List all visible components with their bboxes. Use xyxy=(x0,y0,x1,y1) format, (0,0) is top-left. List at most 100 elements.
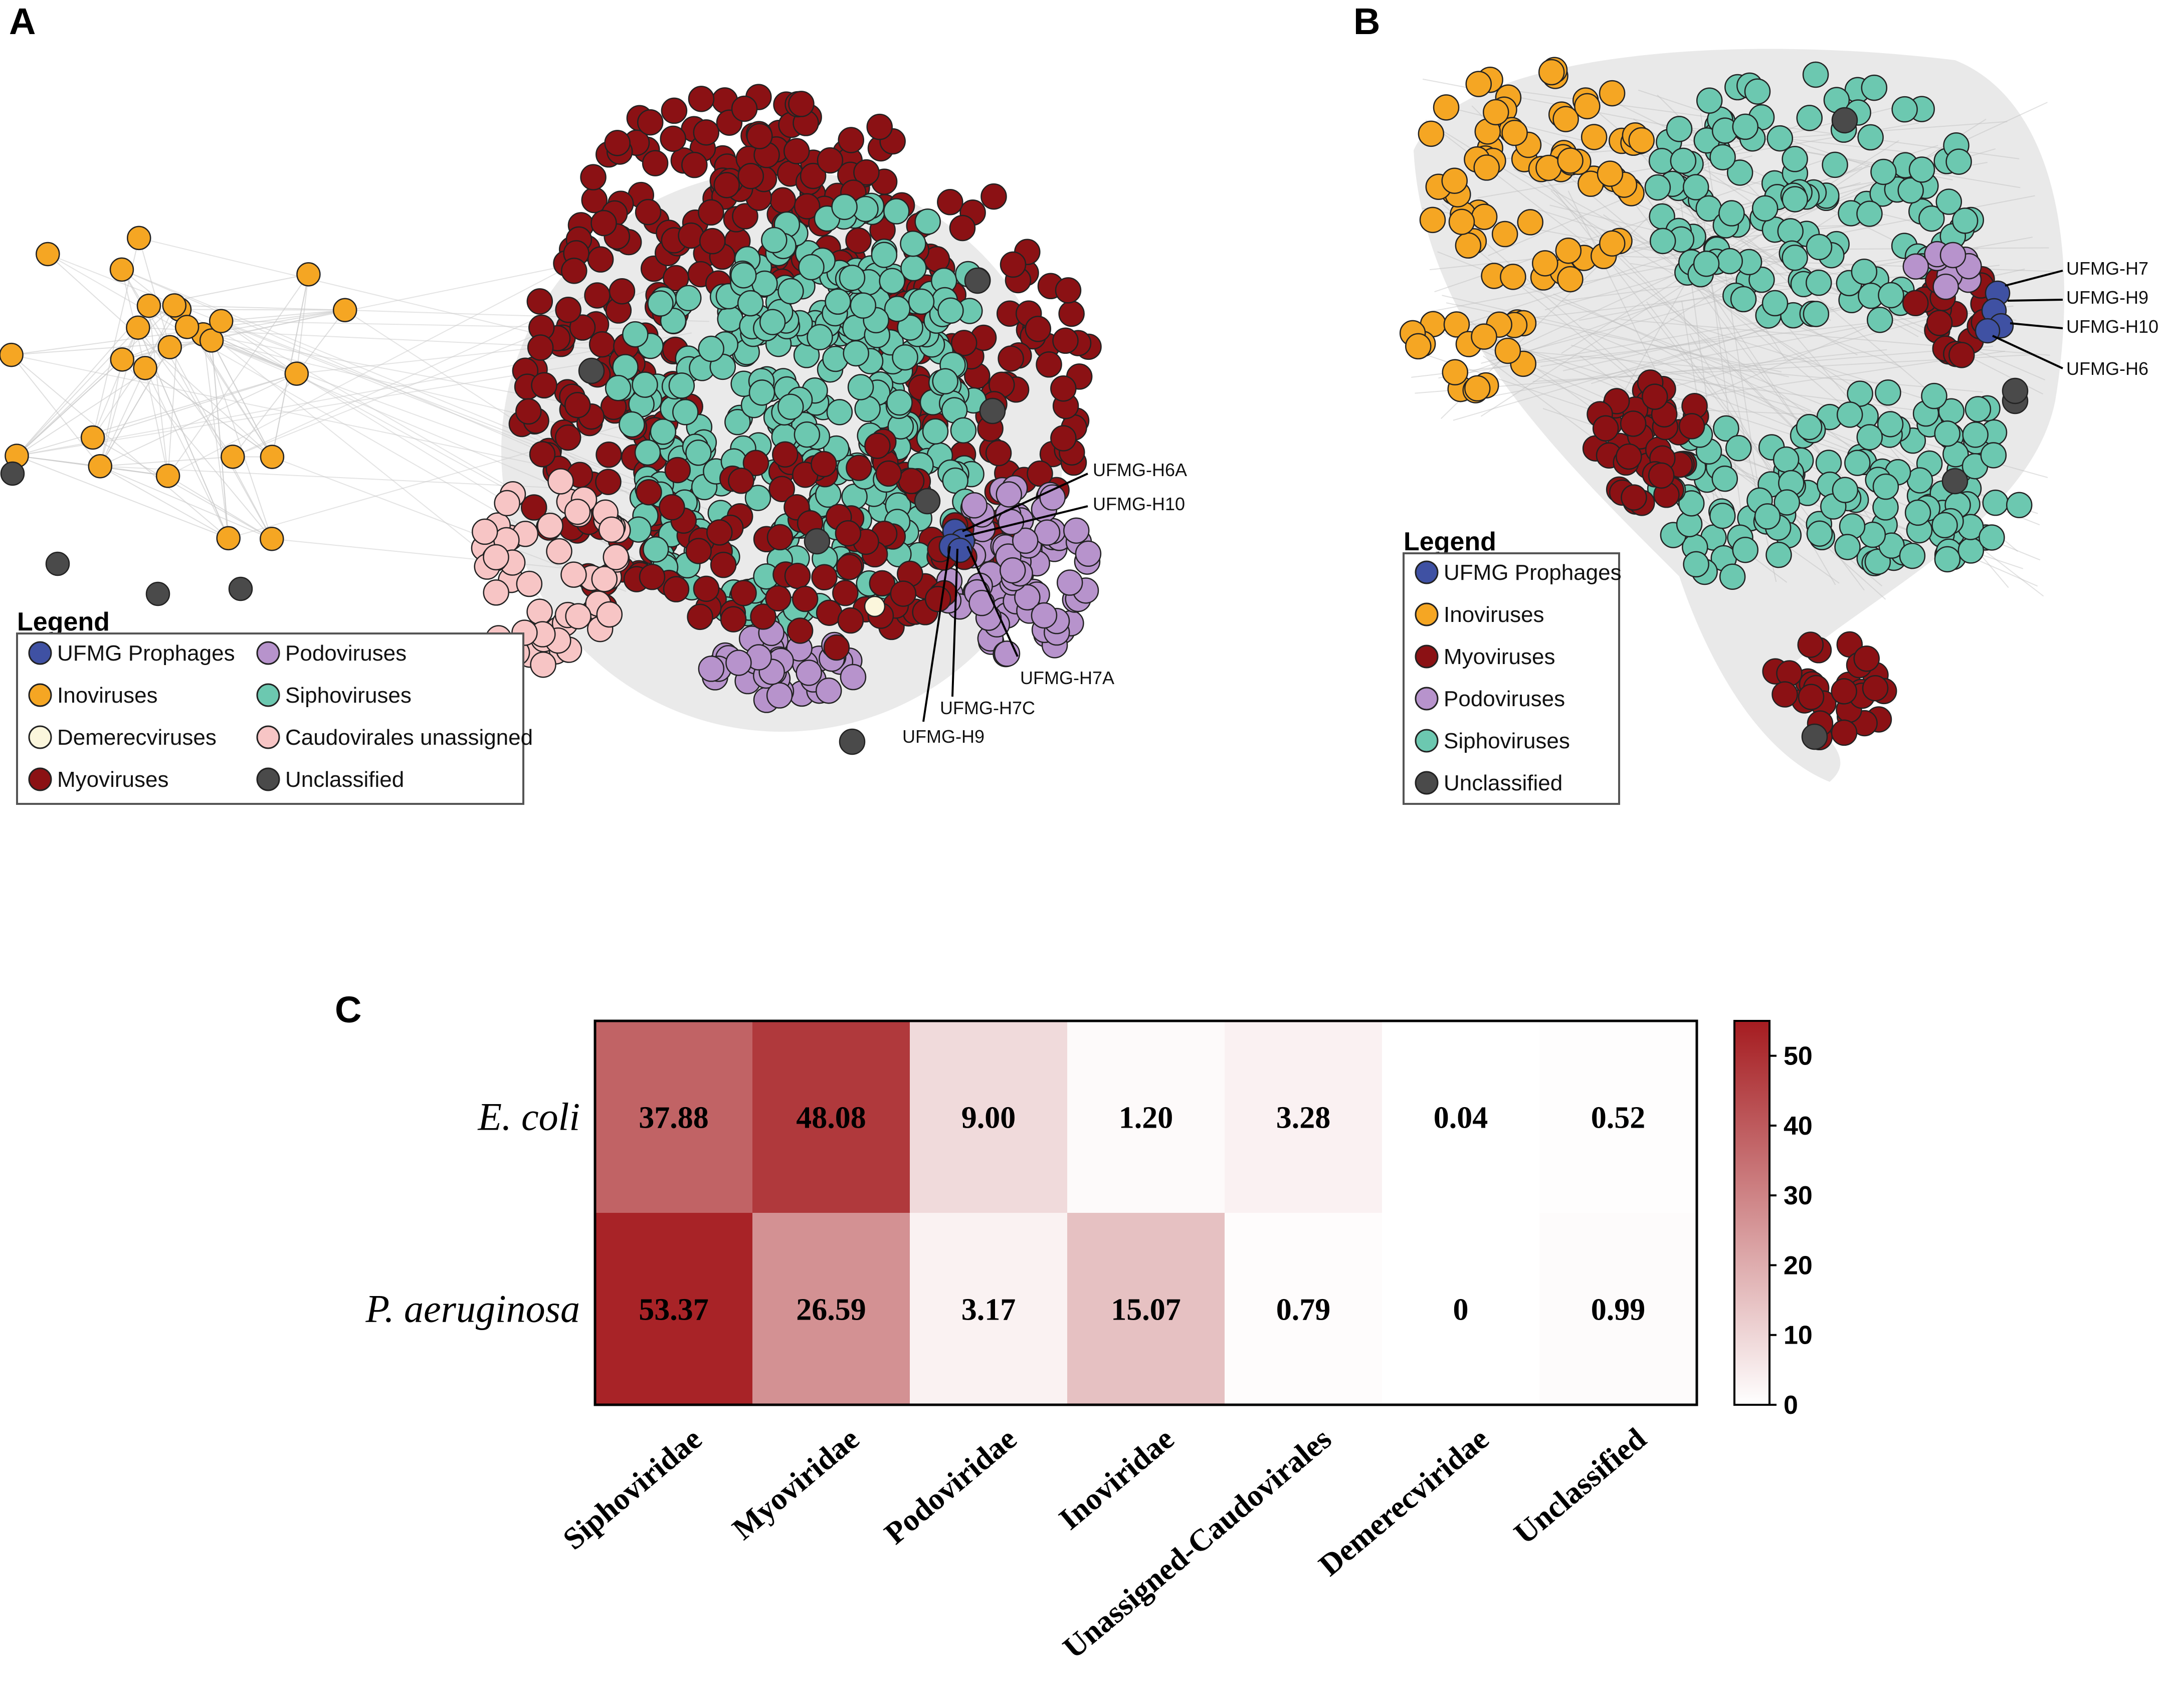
heatmap-cell-label: 3.17 xyxy=(961,1293,1016,1327)
node-ino xyxy=(109,257,134,282)
node-ino xyxy=(260,445,285,469)
node-ino xyxy=(332,298,357,322)
node-caudo xyxy=(483,544,509,571)
node-uncl xyxy=(45,551,70,576)
node-uncl xyxy=(578,357,605,384)
legend-swatch xyxy=(256,767,280,791)
node-myo xyxy=(561,258,587,284)
node-ino xyxy=(1628,127,1655,154)
node-sipho xyxy=(1766,125,1794,152)
node-sipho xyxy=(1696,87,1723,114)
node-myo xyxy=(769,187,797,214)
node-sipho xyxy=(698,335,724,362)
node-ino xyxy=(157,335,182,359)
node-uncl xyxy=(1831,107,1858,134)
heatmap-colorbar: 0 10 20 30 40 50 xyxy=(1733,1020,1813,1420)
node-podo xyxy=(1056,569,1083,596)
network-b-callouts: UFMG-H7 UFMG-H9 UFMG-H10 UFMG-H6 xyxy=(1992,258,2158,379)
node-myo xyxy=(783,138,810,164)
node-sipho xyxy=(1877,411,1904,438)
node-ino xyxy=(1517,209,1543,236)
node-sipho xyxy=(914,208,941,235)
heatmap-cell-label: 0.99 xyxy=(1591,1293,1646,1327)
network-edge xyxy=(100,456,233,467)
node-sipho xyxy=(871,242,898,268)
heatmap-cell xyxy=(752,1021,910,1213)
node-ino xyxy=(221,445,245,469)
network-edge xyxy=(174,305,345,311)
node-ino xyxy=(1448,208,1475,235)
node-podo xyxy=(1039,484,1066,511)
node-ino xyxy=(1442,359,1469,386)
node-sipho xyxy=(1718,200,1745,227)
network-edge xyxy=(296,274,309,374)
node-uncl xyxy=(979,397,1006,424)
node-ino xyxy=(0,342,24,367)
colorbar-tick-label: 30 xyxy=(1784,1181,1813,1210)
node-sipho xyxy=(886,389,913,416)
node-sipho xyxy=(1796,413,1823,441)
heatmap-cell xyxy=(910,1021,1068,1213)
node-myo xyxy=(1000,251,1027,278)
node-myo xyxy=(693,575,720,602)
network-edge xyxy=(221,320,297,374)
colorbar-tick-label: 10 xyxy=(1784,1321,1813,1350)
node-sipho xyxy=(1847,380,1873,407)
node-sipho xyxy=(1982,489,2009,516)
node-sipho xyxy=(1806,234,1833,261)
node-myo xyxy=(1831,719,1858,746)
node-sipho xyxy=(908,288,935,315)
node-myo xyxy=(642,150,669,176)
node-ino xyxy=(1532,250,1558,277)
node-sipho xyxy=(1716,248,1743,275)
node-myo xyxy=(1052,327,1079,354)
network-edge xyxy=(1442,295,1790,377)
legend-a-label: UFMG Prophages xyxy=(57,641,235,666)
node-myo xyxy=(1050,425,1077,452)
node-sipho xyxy=(798,254,825,281)
node-myo xyxy=(836,554,863,580)
node-myo xyxy=(950,330,977,356)
network-a-callouts: UFMG-H6A UFMG-H10 UFMG-H7A UFMG-H7C UFMG… xyxy=(902,460,1187,747)
panel-letter-c: C xyxy=(335,989,361,1030)
legend-a-label: Caudovirales unassigned xyxy=(285,725,533,750)
heatmap-row-label: E. coli xyxy=(477,1095,580,1139)
node-ino xyxy=(136,293,161,318)
node-sipho xyxy=(1725,435,1752,462)
node-sipho xyxy=(647,290,674,317)
node-uncl xyxy=(0,461,25,486)
node-podo xyxy=(1932,273,1959,300)
node-caudo xyxy=(472,518,498,545)
panel-letter-b: B xyxy=(1353,1,1380,42)
node-sipho xyxy=(1908,156,1935,183)
legend-swatch xyxy=(256,725,280,749)
legend-b-label: Podoviruses xyxy=(1444,687,1565,711)
node-myo xyxy=(587,246,614,273)
node-sipho xyxy=(1980,442,2007,469)
node-myo xyxy=(786,617,814,644)
legend-a-item: Caudovirales unassigned xyxy=(256,725,533,750)
node-sipho xyxy=(1644,174,1671,201)
callout-label-h6a: UFMG-H6A xyxy=(1093,460,1187,480)
network-edge xyxy=(99,327,139,467)
node-myo xyxy=(732,203,758,230)
node-sipho xyxy=(1682,174,1709,200)
node-ino xyxy=(1441,167,1468,194)
node-myo xyxy=(898,468,925,495)
node-myo xyxy=(846,455,872,481)
network-edge xyxy=(1676,189,1786,360)
node-podo xyxy=(1031,602,1058,629)
node-myo xyxy=(937,189,963,216)
node-myo xyxy=(1621,484,1647,511)
node-ino xyxy=(88,454,113,479)
node-sipho xyxy=(717,306,743,332)
node-caudo xyxy=(565,603,592,629)
node-myo xyxy=(832,579,859,606)
node-myo xyxy=(1853,645,1880,672)
node-myo xyxy=(1772,681,1798,708)
callout-line xyxy=(922,546,951,722)
node-sipho xyxy=(1744,78,1771,105)
network-edge xyxy=(1415,345,1994,394)
node-sipho xyxy=(1806,520,1833,547)
node-myo xyxy=(521,494,547,521)
